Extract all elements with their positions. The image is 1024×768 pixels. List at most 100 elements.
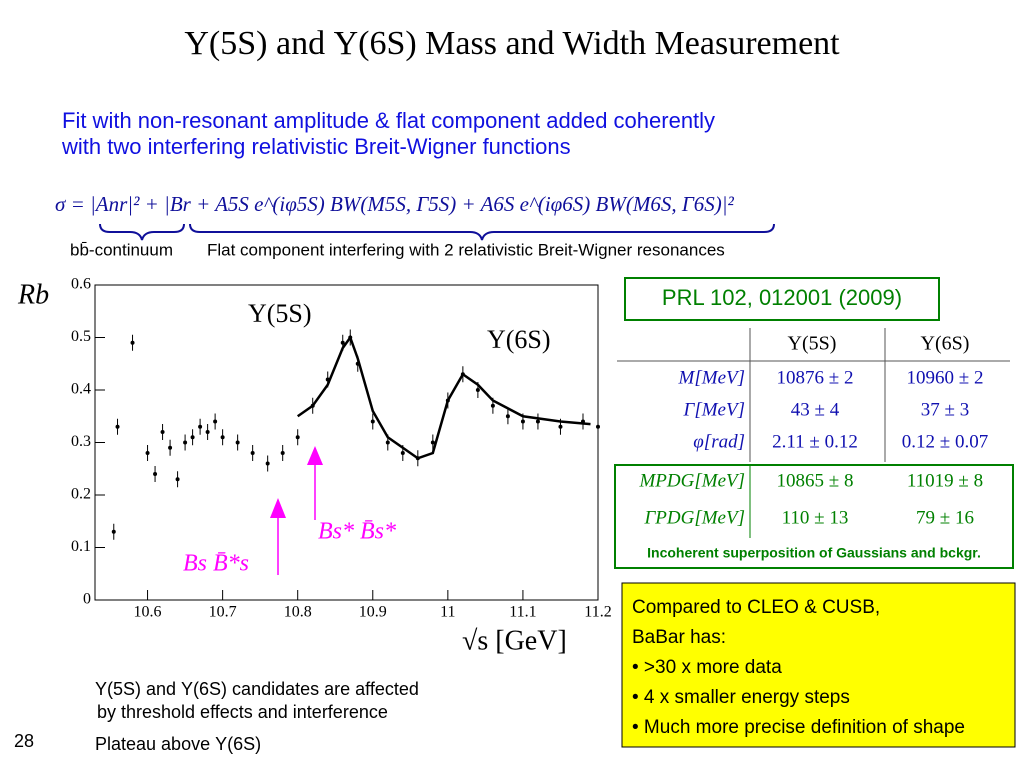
cell: 10876 ± 2 bbox=[777, 367, 854, 388]
x-tick-label: 10.7 bbox=[209, 604, 237, 621]
page-number: 28 bbox=[14, 731, 34, 751]
y-tick-label: 0.1 bbox=[71, 538, 91, 555]
data-point bbox=[445, 398, 450, 403]
cell: 43 ± 4 bbox=[791, 399, 840, 420]
note: Plateau above Υ(6S) bbox=[95, 734, 261, 754]
x-tick-label: 11.1 bbox=[509, 604, 536, 621]
data-point bbox=[580, 419, 585, 424]
data-point bbox=[111, 529, 116, 534]
y-axis-label: Rb bbox=[17, 279, 49, 310]
data-point bbox=[213, 419, 218, 424]
data-point bbox=[385, 440, 390, 445]
x-tick-label: 10.8 bbox=[284, 604, 312, 621]
fit-curve bbox=[296, 334, 591, 460]
y-tick-label: 0.4 bbox=[71, 381, 91, 398]
y-tick-label: 0.2 bbox=[71, 486, 91, 503]
x-tick-label: 10.9 bbox=[359, 604, 387, 621]
comparison-box bbox=[621, 582, 1016, 748]
table-header: Υ(6S) bbox=[921, 333, 970, 355]
data-point bbox=[558, 424, 563, 429]
x-tick-label: 11.2 bbox=[584, 604, 611, 621]
brace bbox=[189, 223, 775, 241]
data-point bbox=[475, 388, 480, 392]
note: by threshold effects and interference bbox=[97, 702, 388, 722]
data-point bbox=[280, 451, 285, 455]
y-tick-label: 0.3 bbox=[71, 433, 91, 450]
data-point bbox=[505, 414, 510, 419]
data-point bbox=[220, 435, 225, 440]
reference-box bbox=[624, 277, 940, 321]
data-point bbox=[430, 440, 435, 445]
intro-line: Fit with non-resonant amplitude & flat c… bbox=[62, 108, 715, 133]
y-tick-label: 0.6 bbox=[71, 276, 91, 293]
comparison-line: • >30 x more data bbox=[632, 657, 782, 678]
row-label: MPDG[MeV] bbox=[638, 470, 745, 491]
data-point bbox=[596, 424, 600, 429]
row-label: M[MeV] bbox=[678, 367, 745, 388]
brace bbox=[99, 223, 185, 241]
data-point bbox=[310, 403, 315, 408]
pdg-box bbox=[614, 464, 1014, 569]
data-point bbox=[460, 372, 465, 377]
slide-title: Υ(5S) and Υ(6S) Mass and Width Measureme… bbox=[184, 25, 840, 62]
x-axis-label: √s [GeV] bbox=[462, 625, 567, 656]
data-point bbox=[175, 477, 180, 482]
data-point bbox=[250, 451, 255, 455]
cell: 0.12 ± 0.07 bbox=[902, 431, 988, 452]
annotation: Υ(5S) bbox=[248, 299, 312, 328]
cell: 10865 ± 8 bbox=[777, 470, 854, 491]
data-point bbox=[160, 430, 165, 434]
data-point bbox=[190, 435, 195, 440]
data-point bbox=[205, 430, 210, 434]
data-point bbox=[183, 440, 188, 445]
data-point bbox=[400, 451, 405, 455]
cell: 11019 ± 8 bbox=[907, 470, 983, 491]
comparison-line: • Much more precise definition of shape bbox=[632, 717, 965, 738]
formula: σ = |Anr|² + |Br + A5S e^(iφ5S) BW(M5S, … bbox=[55, 192, 735, 216]
data-point bbox=[348, 335, 353, 340]
cell: 37 ± 3 bbox=[921, 399, 969, 420]
data-point bbox=[355, 361, 360, 366]
data-point bbox=[415, 456, 420, 461]
plot: 0 0.1 0.2 0.3 0.4 0.5 0.6 10.6 10.7 10.8 10.9 11 11.… bbox=[71, 276, 612, 621]
x-tick-label: 10.6 bbox=[134, 604, 162, 621]
cell: 79 ± 16 bbox=[916, 507, 974, 528]
data-point bbox=[370, 419, 375, 424]
data-point bbox=[198, 424, 203, 429]
arrow-head bbox=[307, 446, 323, 465]
row-label: ΓPDG[MeV] bbox=[643, 507, 745, 528]
arrow-head bbox=[270, 498, 286, 518]
row-label: Γ[MeV] bbox=[683, 399, 745, 420]
y-tick-label: 0 bbox=[83, 591, 91, 608]
row-label: φ[rad] bbox=[693, 431, 745, 452]
comparison-line: BaBar has: bbox=[632, 627, 726, 648]
data-point bbox=[235, 440, 240, 445]
reference: PRL 102, 012001 (2009) bbox=[662, 285, 902, 310]
cell: 110 ± 13 bbox=[782, 507, 849, 528]
formula-label: bb̄-continuum bbox=[70, 240, 173, 259]
data-point bbox=[535, 419, 540, 424]
data-point bbox=[145, 451, 150, 455]
comparison-line: • 4 x smaller energy steps bbox=[632, 687, 850, 708]
table-header: Υ(5S) bbox=[788, 333, 837, 355]
x-tick-label: 11 bbox=[440, 604, 455, 621]
data-point bbox=[490, 403, 495, 408]
annotation: Bs* B̄s* bbox=[318, 519, 396, 545]
annotation: Υ(6S) bbox=[487, 325, 551, 354]
note: Υ(5S) and Υ(6S) candidates are affected bbox=[95, 679, 419, 699]
comparison-line: Compared to CLEO & CUSB, bbox=[632, 597, 880, 618]
pdg-note: Incoherent superposition of Gaussians an… bbox=[647, 545, 981, 561]
data-point bbox=[153, 472, 158, 476]
intro-line: with two interfering relativistic Breit-… bbox=[61, 134, 571, 159]
data-point bbox=[340, 340, 345, 345]
data-point bbox=[295, 435, 300, 440]
formula-label: Flat component interfering with 2 relati… bbox=[207, 240, 725, 259]
data-point bbox=[520, 419, 525, 424]
data-point bbox=[130, 340, 135, 345]
annotation: Bs B̄*s bbox=[183, 551, 249, 577]
data-point bbox=[168, 445, 173, 450]
data-point bbox=[265, 461, 270, 466]
cell: 2.11 ± 0.12 bbox=[772, 431, 858, 452]
y-tick-label: 0.5 bbox=[71, 328, 91, 345]
